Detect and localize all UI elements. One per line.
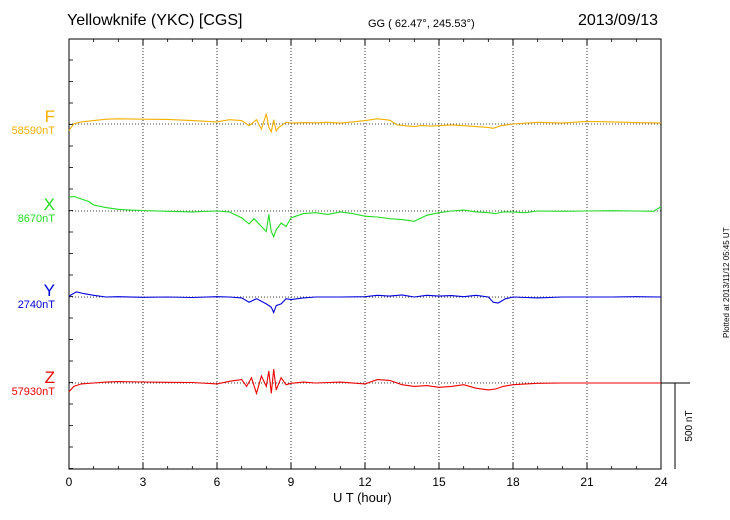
trace-Z xyxy=(68,369,661,396)
component-label-X: X 8670nT xyxy=(18,196,55,225)
baseline-value: 58590nT xyxy=(11,125,55,137)
component-letter: Z xyxy=(44,368,55,387)
baseline-value: 57930nT xyxy=(11,386,55,398)
x-tick-label: 0 xyxy=(66,475,73,489)
chart-date: 2013/09/13 xyxy=(578,12,659,29)
component-letter: Y xyxy=(43,281,55,300)
traces xyxy=(68,113,662,396)
station-title: Yellowknife (YKC) [CGS] xyxy=(67,12,243,29)
scale-bar: 500 nT xyxy=(661,382,695,469)
plot-frame xyxy=(68,38,662,470)
baseline-value: 2740nT xyxy=(17,299,55,311)
x-axis-ticks: 0 3 6 9 12 15 18 21 24 xyxy=(66,39,668,489)
component-label-Z: Z 57930nT xyxy=(12,369,55,398)
trace-F xyxy=(68,113,662,134)
trace-X xyxy=(68,195,662,239)
x-tick-label: 21 xyxy=(580,475,594,489)
x-tick-label: 9 xyxy=(288,475,295,489)
x-tick-label: 15 xyxy=(432,475,446,489)
component-label-F: F 58590nT xyxy=(12,108,55,137)
component-label-Y: Y 2740nT xyxy=(18,282,55,311)
x-tick-label: 18 xyxy=(506,475,520,489)
baseline-value: 8670nT xyxy=(17,213,55,225)
trace-Y xyxy=(68,291,662,314)
grid xyxy=(69,39,661,469)
scale-bar-label: 500 nT xyxy=(684,410,695,441)
component-letter: X xyxy=(43,195,55,214)
station-coordinates: GG ( 62.47°, 245.53°) xyxy=(368,18,475,30)
x-tick-label: 6 xyxy=(214,475,221,489)
x-axis-label: U T (hour) xyxy=(333,490,392,505)
x-tick-label: 12 xyxy=(358,475,372,489)
component-letter: F xyxy=(44,107,55,126)
x-tick-label: 3 xyxy=(140,475,147,489)
x-tick-label: 24 xyxy=(654,475,668,489)
